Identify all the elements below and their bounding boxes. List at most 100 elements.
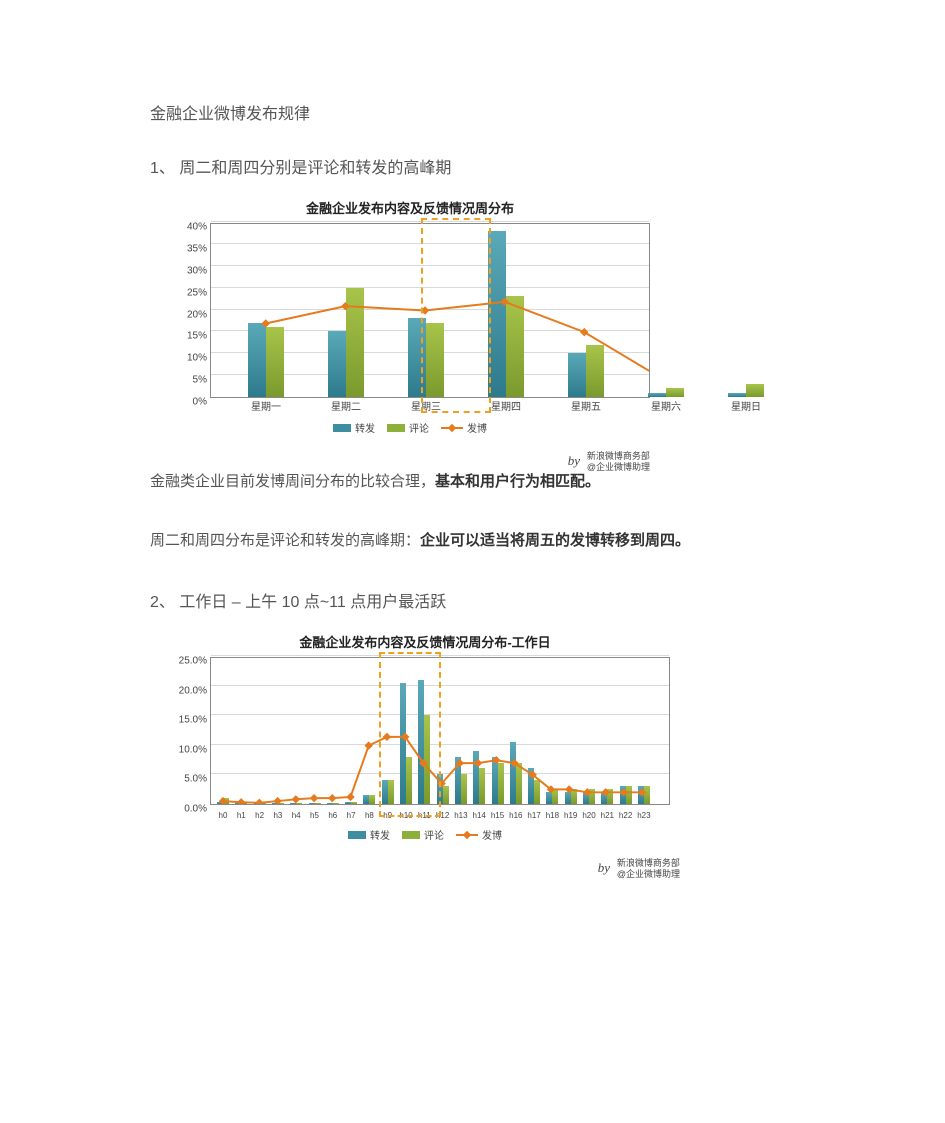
chart1: 金融企业发布内容及反馈情况周分布 0%5%10%15%20%25%30%35%4…: [170, 198, 650, 435]
bar-series2: [586, 345, 604, 398]
x-label: h19: [564, 811, 577, 820]
swatch-line-icon: [441, 427, 463, 429]
bar-series2: [644, 786, 650, 804]
gridline: [211, 309, 649, 310]
legend-series3: 发博: [456, 827, 502, 842]
bar-series2: [315, 803, 321, 804]
x-label: h14: [473, 811, 486, 820]
chart1-title: 金融企业发布内容及反馈情况周分布: [170, 198, 650, 217]
y-tick: 15%: [173, 331, 207, 342]
bar-series1: [568, 353, 586, 397]
bar-series1: [728, 393, 746, 397]
swatch-line-icon: [456, 834, 478, 836]
x-label: h6: [328, 811, 337, 820]
x-label: 星期三: [411, 398, 441, 413]
gridline: [211, 287, 649, 288]
gridline: [211, 221, 649, 222]
bar-series2: [241, 802, 247, 804]
bar-series2: [443, 786, 449, 804]
x-label: h7: [347, 811, 356, 820]
x-label: 星期二: [331, 398, 361, 413]
x-label: h9: [383, 811, 392, 820]
bar-series2: [626, 786, 632, 804]
bar-series2: [260, 803, 266, 804]
bar-series2: [351, 802, 357, 804]
bar-series2: [388, 780, 394, 804]
y-tick: 30%: [173, 265, 207, 276]
y-tick: 10.0%: [173, 744, 207, 755]
bar-series2: [589, 789, 595, 804]
bar-series2: [266, 327, 284, 397]
x-label: h3: [273, 811, 282, 820]
bar-series2: [461, 774, 467, 804]
bar-series2: [607, 789, 613, 804]
swatch-teal-icon: [348, 831, 366, 839]
x-label: h21: [601, 811, 614, 820]
bar-series2: [571, 789, 577, 804]
legend-series3: 发博: [441, 420, 487, 435]
x-label: h5: [310, 811, 319, 820]
y-tick: 40%: [173, 222, 207, 233]
bar-series2: [424, 715, 430, 804]
y-tick: 20%: [173, 309, 207, 320]
gridline: [211, 243, 649, 244]
bar-series2: [498, 763, 504, 804]
chart1-attribution: by 新浪微博商务部@企业微博助理: [568, 451, 650, 473]
y-tick: 10%: [173, 353, 207, 364]
x-label: h11: [418, 811, 431, 820]
x-label: h12: [436, 811, 449, 820]
y-tick: 25%: [173, 287, 207, 298]
y-tick: 5.0%: [173, 774, 207, 785]
x-label: h4: [292, 811, 301, 820]
bar-series2: [479, 768, 485, 804]
bar-series2: [746, 384, 764, 397]
swatch-teal-icon: [333, 424, 351, 432]
x-label: 星期日: [731, 398, 761, 413]
x-label: h17: [527, 811, 540, 820]
x-label: h16: [509, 811, 522, 820]
bar-series2: [506, 296, 524, 397]
swatch-green-icon: [402, 831, 420, 839]
gridline: [211, 265, 649, 266]
bar-series2: [516, 763, 522, 804]
doc-title: 金融企业微博发布规律: [150, 100, 795, 124]
y-tick: 20.0%: [173, 685, 207, 696]
bar-series2: [333, 803, 339, 804]
legend-series1: 转发: [348, 827, 390, 842]
x-label: h13: [454, 811, 467, 820]
x-label: 星期一: [251, 398, 281, 413]
gridline: [211, 714, 669, 715]
legend-series1: 转发: [333, 420, 375, 435]
x-label: h10: [399, 811, 412, 820]
x-label: 星期四: [491, 398, 521, 413]
x-label: h0: [219, 811, 228, 820]
x-label: h18: [546, 811, 559, 820]
bar-series2: [278, 803, 284, 804]
x-label: h2: [255, 811, 264, 820]
chart2-title: 金融企业发布内容及反馈情况周分布-工作日: [170, 632, 680, 651]
bar-series2: [369, 795, 375, 804]
x-label: h22: [619, 811, 632, 820]
chart2-legend: 转发 评论 发博: [170, 827, 680, 842]
x-label: h23: [637, 811, 650, 820]
bar-series1: [648, 393, 666, 397]
bar-series2: [346, 288, 364, 397]
x-label: h20: [582, 811, 595, 820]
bar-series1: [248, 323, 266, 397]
y-tick: 25.0%: [173, 656, 207, 667]
bar-series1: [408, 318, 426, 397]
gridline: [211, 744, 669, 745]
bar-series1: [488, 231, 506, 397]
section1-heading: 1、 周二和周四分别是评论和转发的高峰期: [150, 154, 795, 178]
x-label: h15: [491, 811, 504, 820]
x-label: 星期六: [651, 398, 681, 413]
gridline: [211, 655, 669, 656]
y-tick: 0%: [173, 397, 207, 408]
y-tick: 0.0%: [173, 804, 207, 815]
y-tick: 5%: [173, 375, 207, 386]
bar-series1: [328, 331, 346, 397]
bar-series2: [406, 757, 412, 804]
chart1-legend: 转发 评论 发博: [170, 420, 650, 435]
bar-series2: [296, 803, 302, 804]
legend-series2: 评论: [387, 420, 429, 435]
